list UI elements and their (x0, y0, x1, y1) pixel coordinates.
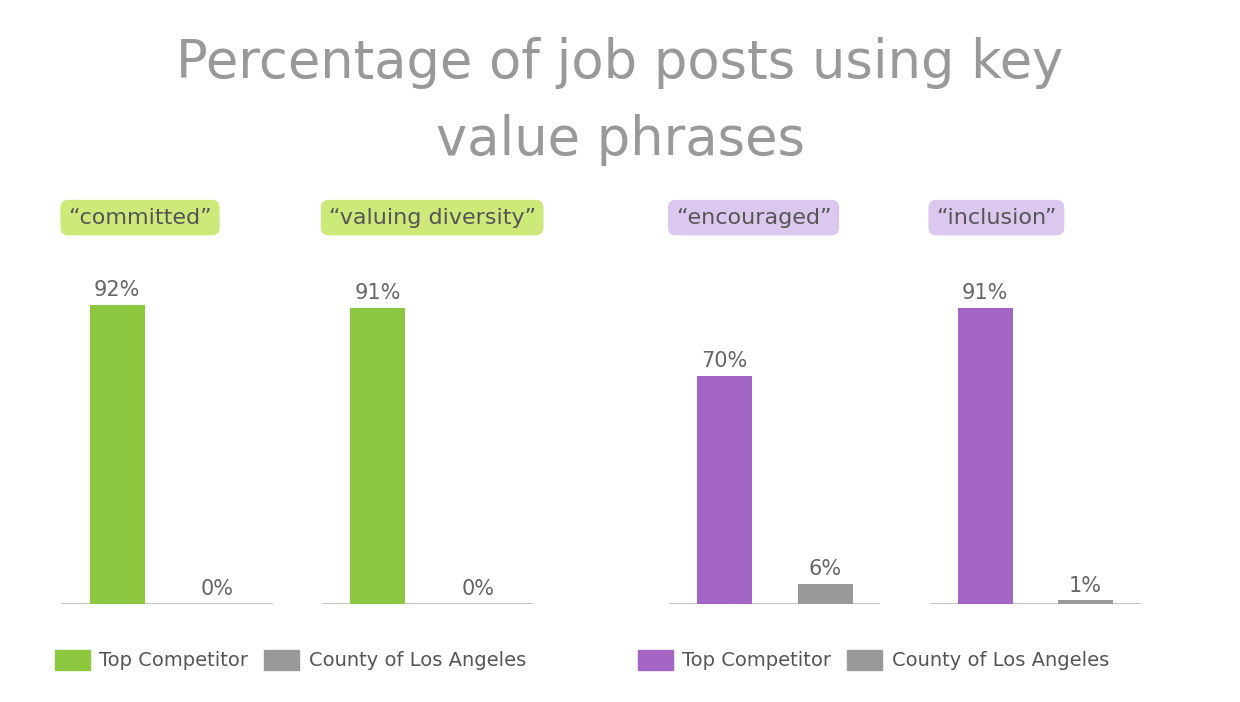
Bar (957, 308, 1013, 604)
Text: value phrases: value phrases (435, 114, 805, 166)
Text: 70%: 70% (702, 351, 748, 371)
Text: 1%: 1% (1069, 576, 1102, 595)
Text: “inclusion”: “inclusion” (936, 208, 1056, 227)
Text: 91%: 91% (962, 283, 1008, 303)
Text: “valuing diversity”: “valuing diversity” (329, 208, 536, 227)
Text: “committed”: “committed” (68, 208, 212, 227)
Text: 91%: 91% (355, 283, 401, 303)
Bar (1058, 600, 1114, 604)
Text: 0%: 0% (201, 579, 234, 599)
Text: 0%: 0% (461, 579, 495, 599)
Legend: Top Competitor, County of Los Angeles: Top Competitor, County of Los Angeles (47, 642, 533, 678)
Bar (797, 584, 853, 604)
Bar (350, 308, 405, 604)
Bar (89, 305, 145, 604)
Bar (697, 376, 753, 604)
Legend: Top Competitor, County of Los Angeles: Top Competitor, County of Los Angeles (630, 642, 1116, 678)
Text: “encouraged”: “encouraged” (676, 208, 831, 227)
Text: 92%: 92% (94, 280, 140, 300)
Text: 6%: 6% (808, 559, 842, 579)
Text: Percentage of job posts using key: Percentage of job posts using key (176, 37, 1064, 89)
